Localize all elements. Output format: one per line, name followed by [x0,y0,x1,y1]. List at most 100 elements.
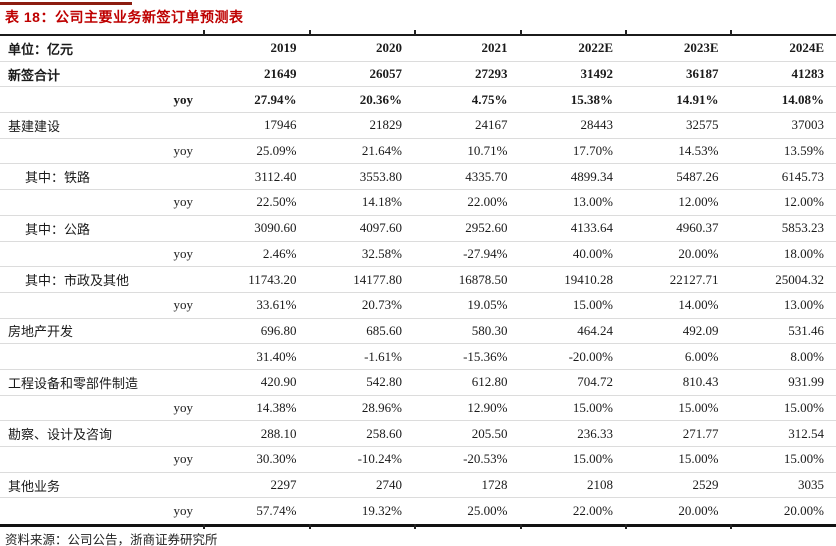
table-row: yoy 14.38% 28.96% 12.90% 15.00% 15.00% 15.00% [0,396,836,422]
table-header-row: 单位：亿元 2019 2020 2021 2022E 2023E 2024E [0,36,836,62]
cell-value: 8.00% [790,348,824,364]
year-header: 2019 [270,40,297,56]
table-row: 房地产开发 696.80 685.60 580.30 464.24 492.09 531.4… [0,319,836,345]
cell-value: 20.00% [678,503,719,519]
cell-value: 3090.60 [254,220,297,236]
column-divider-tick [203,29,205,35]
table-row: 工程设备和零部件制造 420.90 542.80 612.80 704.72 810.43… [0,370,836,396]
year-header: 2021 [481,40,508,56]
cell-value: 41283 [791,66,825,82]
cell-value: 40.00% [572,245,613,261]
cell-value: 19410.28 [564,271,613,287]
table-row: yoy 57.74% 19.32% 25.00% 22.00% 20.00% 20.00% [0,498,836,524]
row-label: 新签合计 [8,67,61,83]
cell-value: 14177.80 [353,271,402,287]
cell-value: 30.30% [256,451,297,467]
table-row: yoy 30.30% -10.24% -20.53% 15.00% 15.00% 15.00… [0,447,836,473]
cell-value: 14.08% [781,91,824,107]
column-divider-tick [730,29,732,35]
cell-value: 5853.23 [781,220,824,236]
cell-value: 14.38% [256,399,297,415]
cell-value: 19.32% [361,503,402,519]
cell-value: 20.00% [783,503,824,519]
row-label: 其中：市政及其他 [25,273,130,289]
cell-value: 22.00% [467,194,508,210]
row-label: 其中：公路 [25,221,91,237]
cell-value: 2.46% [262,245,297,261]
cell-value: 542.80 [366,374,402,390]
cell-value: 312.54 [788,425,824,441]
table-body: 新签合计 21649 26057 27293 31492 36187 41283 yoy 27.… [0,62,836,524]
cell-value: 26057 [369,66,403,82]
cell-value: 12.90% [467,399,508,415]
cell-value: 2952.60 [465,220,508,236]
cell-value: 2740 [376,477,402,493]
cell-value: 32.58% [361,245,402,261]
column-divider-tick [520,524,522,529]
cell-value: 696.80 [260,322,297,338]
cell-value: 21829 [369,117,403,133]
cell-value: 205.50 [471,425,508,441]
table-row: 基建建设 17946 21829 24167 28443 32575 37003 [0,113,836,139]
yoy-label: yoy [173,399,194,415]
cell-value: 20.36% [359,91,402,107]
cell-value: 12.00% [678,194,719,210]
cell-value: 19.05% [467,297,508,313]
column-divider-tick [625,524,627,529]
column-divider-tick [625,29,627,35]
cell-value: 25.09% [256,143,297,159]
column-divider-tick [520,29,522,35]
table-row: 勘察、设计及咨询 288.10 258.60 205.50 236.33 271.77 31… [0,421,836,447]
yoy-label: yoy [173,91,194,107]
cell-value: 236.33 [577,425,613,441]
cell-value: 37003 [791,117,825,133]
cell-value: 810.43 [682,374,719,390]
table-row: yoy 22.50% 14.18% 22.00% 13.00% 12.00% 12.00% [0,190,836,216]
cell-value: 22127.71 [669,271,719,287]
cell-value: 14.91% [676,91,719,107]
cell-value: 4960.37 [676,220,719,236]
cell-value: 464.24 [577,322,613,338]
cell-value: 4097.60 [359,220,402,236]
cell-value: 22.00% [572,503,613,519]
cell-value: 2108 [587,477,613,493]
table-row: 其中：市政及其他 11743.20 14177.80 16878.50 19410.28… [0,267,836,293]
cell-value: 4899.34 [570,168,613,184]
cell-value: 4335.70 [465,168,508,184]
yoy-label: yoy [173,503,194,519]
cell-value: 13.00% [783,297,824,313]
cell-value: 580.30 [471,322,508,338]
cell-value: 57.74% [256,503,297,519]
cell-value: -20.53% [463,451,508,467]
yoy-label: yoy [173,194,194,210]
table-row: 新签合计 21649 26057 27293 31492 36187 41283 [0,62,836,88]
cell-value: 31492 [580,66,614,82]
cell-value: 20.73% [361,297,402,313]
cell-value: 1728 [481,477,508,493]
cell-value: 27.94% [254,91,297,107]
cell-value: 10.71% [467,143,508,159]
cell-value: 612.80 [471,374,508,390]
cell-value: 18.00% [783,245,824,261]
cell-value: 685.60 [366,322,402,338]
cell-value: 11743.20 [248,271,297,287]
cell-value: 2529 [692,477,719,493]
cell-value: 15.00% [572,297,613,313]
table-row: 其中：铁路 3112.40 3553.80 4335.70 4899.34 5487.26… [0,164,836,191]
table-row: 31.40% -1.61% -15.36% -20.00% 6.00% 8.00% [0,344,836,370]
cell-value: 492.09 [682,322,719,338]
table-row: 其他业务 2297 2740 1728 2108 2529 3035 [0,473,836,499]
cell-value: 3112.40 [254,168,297,184]
column-divider-tick [730,524,732,529]
column-divider-tick [309,29,311,35]
cell-value: 25.00% [467,503,508,519]
yoy-label: yoy [173,143,194,159]
year-header: 2024E [789,40,824,56]
cell-value: 704.72 [577,374,613,390]
cell-value: -1.61% [364,348,402,364]
cell-value: 33.61% [256,297,297,313]
cell-value: 271.77 [682,425,719,441]
year-header: 2020 [376,40,402,56]
column-divider-tick [203,524,205,529]
